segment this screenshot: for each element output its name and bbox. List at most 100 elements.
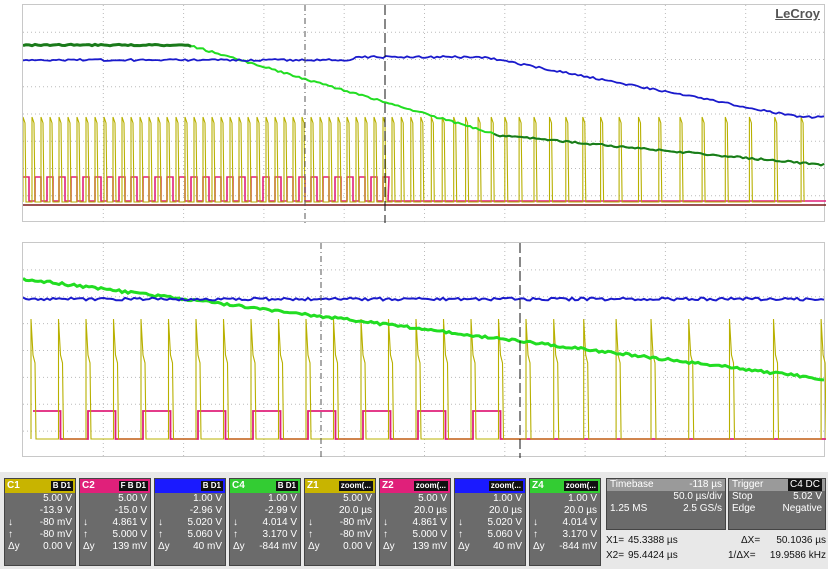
timebase-rate: 2.5 GS/s [683,503,722,515]
row-label: ↑ [533,529,538,541]
row-value: 0.00 V [343,541,372,552]
row-value: 139 mV [413,541,447,552]
channel-badge: B D1 [51,481,73,491]
row-label: ↓ [233,517,238,529]
blue-zoom-trace [23,298,824,301]
channel-row: 20.0 µs [305,505,375,517]
channel-row: Δy -844 mV [530,541,600,553]
trigger-level: 5.02 V [793,491,822,503]
row-value: 20.0 µs [414,505,447,516]
channel-name: Z1 [307,480,319,491]
row-label: ↓ [458,517,463,529]
row-label: ↓ [83,517,88,529]
dx-value: 50.1036 µs [776,533,826,548]
main-waveforms [23,5,826,223]
green-zoom-trace [23,278,824,380]
channel-row: 1.00 V [230,493,300,505]
channel-badge: B D1 [201,481,223,491]
channel-row: 5.00 V [305,493,375,505]
channel-row: ↑ 5.060 V [455,529,525,541]
channel-row: 20.0 µs [530,505,600,517]
channel-name: Z2 [382,480,394,491]
channel-row: ↑ -80 mV [305,529,375,541]
channel-badge: zoom(... [339,481,373,491]
channel-header: Z1 zoom(... [305,479,375,493]
channel-badge: zoom(... [414,481,448,491]
x1-label: X1= [606,535,624,546]
row-label: ↑ [158,529,163,541]
channel-row: ↓ -80 mV [5,517,75,529]
magenta-zoom-trace [33,411,826,439]
channel-box-4[interactable]: Z1 zoom(... 5.00 V 20.0 µs ↓ -80 mV ↑ -80 mV Δy 0… [304,478,376,566]
channel-header: zoom(... [455,479,525,493]
row-value: 4.861 V [413,517,447,528]
channel-row: Δy 40 mV [455,541,525,553]
row-value: 1.00 V [193,493,222,504]
channel-row: Δy 0.00 V [305,541,375,553]
channel-header: Z2 zoom(... [380,479,450,493]
channel-row: ↓ 5.020 V [455,517,525,529]
zoom-waveforms [23,243,826,458]
row-value: 5.060 V [188,529,222,540]
x1-value: 45.3388 µs [628,533,678,548]
row-value: -80 mV [340,517,372,528]
row-value: 139 mV [113,541,147,552]
timebase-box[interactable]: Timebase -118 µs 50.0 µs/div 1.25 MS 2.5 G… [606,478,726,530]
row-value: 40 mV [493,541,522,552]
channel-header: C4 B D1 [230,479,300,493]
channel-row: ↑ 3.170 V [530,529,600,541]
row-value: 5.000 V [113,529,147,540]
x2-value: 95.4424 µs [628,548,678,563]
row-value: 5.00 V [118,493,147,504]
row-value: 4.014 V [263,517,297,528]
channel-box-7[interactable]: Z4 zoom(... 1.00 V 20.0 µs ↓ 4.014 V ↑ 3.170 VΔ… [529,478,601,566]
channel-box-3[interactable]: C4 B D1 1.00 V -2.99 V ↓ 4.014 V ↑ 3.170 V Δy -84… [229,478,301,566]
row-value: 1.00 V [493,493,522,504]
row-label: Δy [308,541,320,553]
row-value: -15.0 V [115,505,147,516]
row-value: 3.170 V [263,529,297,540]
row-label: Δy [83,541,95,553]
row-value: 3.170 V [563,529,597,540]
row-label: ↑ [458,529,463,541]
row-value: -844 mV [259,541,297,552]
row-value: 5.060 V [488,529,522,540]
channel-header: C1 B D1 [5,479,75,493]
row-label: ↓ [383,517,388,529]
channel-row: 1.00 V [155,493,225,505]
channel-row: 1.00 V [530,493,600,505]
trigger-slope: Negative [783,503,822,515]
channel-box-5[interactable]: Z2 zoom(... 5.00 V 20.0 µs ↓ 4.861 V ↑ 5.000 VΔ… [379,478,451,566]
trigger-box[interactable]: Trigger C4 DC Stop 5.02 V Edge Negative [728,478,826,530]
channel-badge: F B D1 [119,481,148,491]
timebase-samples: 1.25 MS [610,503,647,514]
channel-box-6[interactable]: zoom(... 1.00 V 20.0 µs ↓ 5.020 V ↑ 5.060 V Δy 4… [454,478,526,566]
green-trace-start [23,44,191,46]
row-label: Δy [158,541,170,553]
row-value: 20.0 µs [339,505,372,516]
channel-row: ↑ 5.000 V [380,529,450,541]
channel-box-0[interactable]: C1 B D1 5.00 V -13.9 V ↓ -80 mV ↑ -80 mV Δy 0.00 … [4,478,76,566]
row-value: 20.0 µs [489,505,522,516]
channel-row: Δy 139 mV [380,541,450,553]
trigger-type: Edge [732,503,755,514]
row-label: ↑ [83,529,88,541]
row-label: ↓ [158,517,163,529]
channel-box-1[interactable]: C2 F B D1 5.00 V -15.0 V ↓ 4.861 V ↑ 5.000 V Δy 1… [79,478,151,566]
row-value: 5.00 V [343,493,372,504]
channel-badge: B D1 [276,481,298,491]
row-value: -844 mV [559,541,597,552]
green-trace [188,45,824,165]
channel-row: ↓ -80 mV [305,517,375,529]
yellow-trace [23,117,804,202]
row-value: -2.99 V [265,505,297,516]
brand-logo: LeCroy [775,6,820,21]
channel-box-2[interactable]: B D1 1.00 V -2.96 V ↓ 5.020 V ↑ 5.060 V Δy 40 mV [154,478,226,566]
channel-name: Z4 [532,480,544,491]
channel-header: Z4 zoom(... [530,479,600,493]
channel-row: ↑ 3.170 V [230,529,300,541]
row-label: ↓ [308,517,313,529]
row-label: Δy [233,541,245,553]
main-waveform-grid [22,4,825,222]
channel-row: ↑ 5.000 V [80,529,150,541]
